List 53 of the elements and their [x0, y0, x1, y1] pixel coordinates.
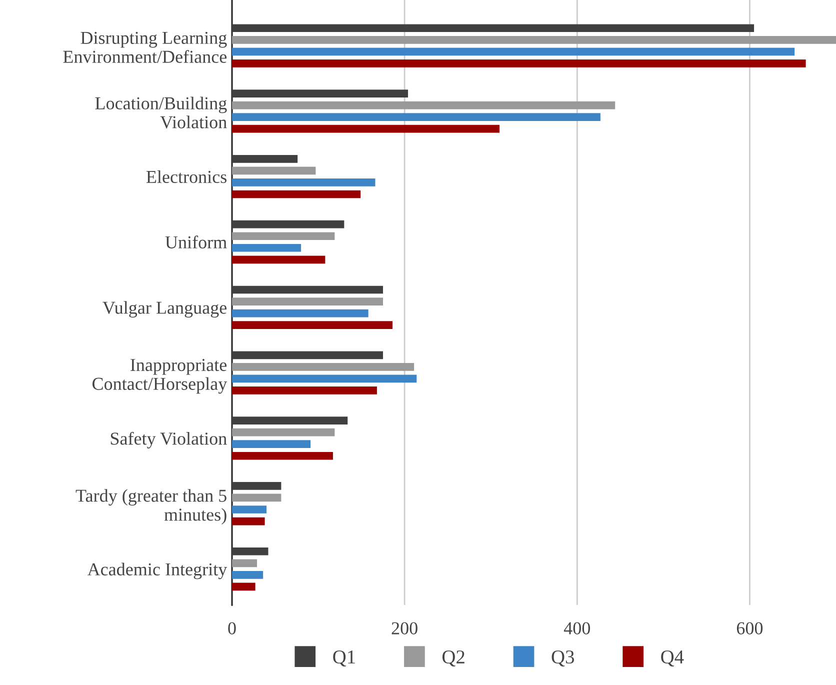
bar — [232, 559, 258, 568]
y-tick-label: Tardy (greater than 5 minutes) — [76, 489, 226, 524]
bar — [232, 124, 500, 133]
bar — [232, 90, 408, 98]
bar — [232, 309, 368, 318]
bar — [232, 351, 383, 360]
bar — [232, 24, 754, 32]
bar — [232, 321, 392, 329]
bar — [232, 220, 344, 228]
bar — [232, 178, 376, 186]
bar — [232, 244, 302, 252]
bar — [232, 582, 256, 591]
bar — [232, 386, 377, 394]
bar — [232, 36, 836, 44]
bar — [232, 48, 795, 56]
bar — [232, 374, 417, 383]
bar — [232, 494, 282, 502]
bar — [232, 256, 326, 264]
bar — [232, 113, 600, 121]
bar — [232, 166, 316, 175]
bar — [232, 506, 267, 514]
legend-label: Q2 — [442, 650, 464, 667]
bar — [232, 570, 264, 579]
y-tick-label: Academic Integrity — [87, 562, 228, 580]
y-tick-label: Safety Violation — [110, 432, 227, 448]
bar — [232, 517, 265, 526]
bar — [232, 232, 335, 240]
x-tick-label: 200 — [392, 622, 418, 634]
legend-label: Q1 — [333, 650, 355, 667]
bar — [232, 440, 311, 448]
y-tick-label: Vulgar Language — [102, 301, 227, 318]
bar — [232, 155, 298, 163]
y-tick-label: Inappropriate Contact/Horseplay — [92, 358, 228, 394]
bar — [232, 286, 383, 294]
y-tick-label: Uniform — [165, 236, 227, 248]
bar — [232, 60, 806, 68]
y-tick-label: Disrupting Learning Environment/Defiance — [63, 32, 227, 63]
legend-label: Q4 — [661, 650, 684, 667]
bar — [232, 428, 335, 436]
bar — [232, 298, 383, 306]
bar — [232, 482, 282, 490]
bar — [232, 190, 361, 198]
bar — [232, 101, 616, 110]
bar — [232, 416, 348, 424]
bar — [232, 452, 333, 460]
x-tick-label: 400 — [564, 622, 590, 634]
y-tick-label: Location/Building Violation — [95, 96, 227, 128]
x-tick-label: 600 — [736, 622, 763, 634]
bar — [232, 363, 414, 371]
x-tick-label: 0 — [228, 622, 236, 634]
y-tick-label: Electronics — [146, 170, 226, 184]
legend-label: Q3 — [552, 650, 574, 667]
bar — [232, 547, 268, 556]
